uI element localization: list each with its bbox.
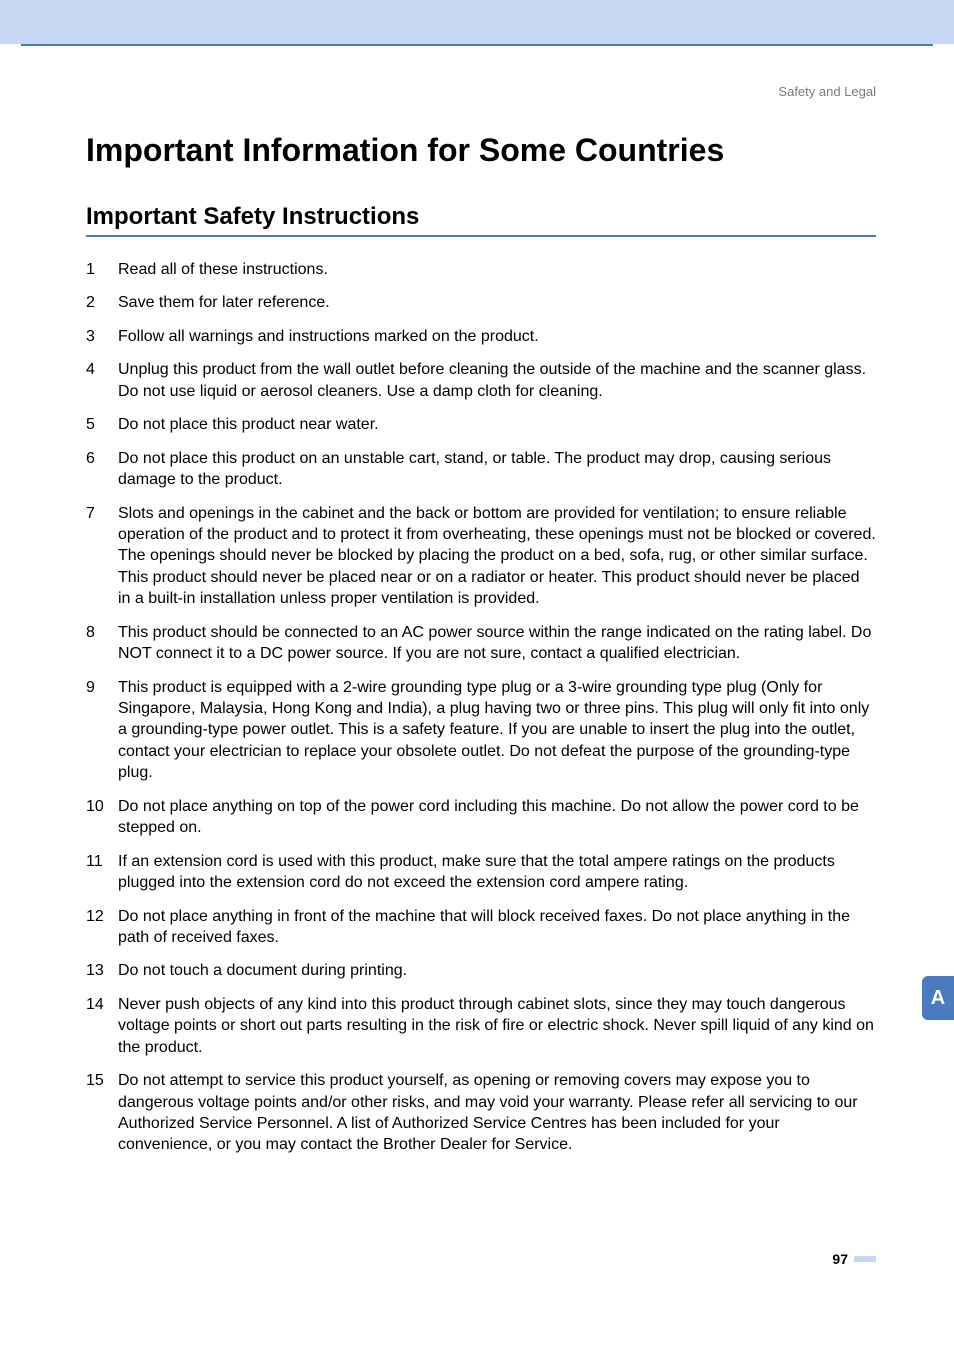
list-item: 9This product is equipped with a 2-wire …: [86, 677, 876, 784]
list-item: 11If an extension cord is used with this…: [86, 851, 876, 894]
list-item-number: 4: [86, 359, 118, 402]
list-item-text: This product should be connected to an A…: [118, 622, 876, 665]
list-item-number: 7: [86, 503, 118, 610]
list-item-text: Do not place this product near water.: [118, 414, 876, 435]
list-item: 1Read all of these instructions.: [86, 259, 876, 280]
page-number: 97: [832, 1251, 876, 1267]
list-item-text: Do not place anything on top of the powe…: [118, 796, 876, 839]
list-item-number: 1: [86, 259, 118, 280]
list-item-text: If an extension cord is used with this p…: [118, 851, 876, 894]
list-item-text: Do not place anything in front of the ma…: [118, 906, 876, 949]
list-item-number: 12: [86, 906, 118, 949]
header-rule: [21, 44, 933, 46]
list-item-text: Do not place this product on an unstable…: [118, 448, 876, 491]
list-item-number: 2: [86, 292, 118, 313]
list-item-text: Slots and openings in the cabinet and th…: [118, 503, 876, 610]
list-item-text: Follow all warnings and instructions mar…: [118, 326, 876, 347]
list-item-number: 13: [86, 960, 118, 981]
list-item-text: Unplug this product from the wall outlet…: [118, 359, 876, 402]
content-area: Important Information for Some Countries…: [86, 132, 876, 1168]
list-item: 15Do not attempt to service this product…: [86, 1070, 876, 1156]
list-item-text: Never push objects of any kind into this…: [118, 994, 876, 1058]
list-item-number: 6: [86, 448, 118, 491]
list-item: 7Slots and openings in the cabinet and t…: [86, 503, 876, 610]
breadcrumb: Safety and Legal: [778, 84, 876, 99]
list-item: 14Never push objects of any kind into th…: [86, 994, 876, 1058]
section-tab: A: [922, 976, 954, 1020]
list-item-number: 10: [86, 796, 118, 839]
header-band: [0, 0, 954, 44]
list-item: 6Do not place this product on an unstabl…: [86, 448, 876, 491]
list-item-number: 11: [86, 851, 118, 894]
instruction-list: 1Read all of these instructions.2Save th…: [86, 259, 876, 1156]
list-item: 2Save them for later reference.: [86, 292, 876, 313]
section-heading-wrap: Important Safety Instructions: [86, 203, 876, 237]
section-heading: Important Safety Instructions: [86, 203, 876, 235]
list-item: 13Do not touch a document during printin…: [86, 960, 876, 981]
page-number-text: 97: [832, 1251, 848, 1267]
page-title: Important Information for Some Countries: [86, 132, 876, 169]
list-item-number: 8: [86, 622, 118, 665]
list-item: 8This product should be connected to an …: [86, 622, 876, 665]
list-item-number: 5: [86, 414, 118, 435]
list-item: 12Do not place anything in front of the …: [86, 906, 876, 949]
list-item-number: 15: [86, 1070, 118, 1156]
list-item-number: 9: [86, 677, 118, 784]
list-item: 4Unplug this product from the wall outle…: [86, 359, 876, 402]
page-number-bar-icon: [854, 1256, 876, 1262]
list-item: 5Do not place this product near water.: [86, 414, 876, 435]
list-item: 3Follow all warnings and instructions ma…: [86, 326, 876, 347]
section-rule: [86, 235, 876, 237]
list-item-text: Do not attempt to service this product y…: [118, 1070, 876, 1156]
list-item-text: This product is equipped with a 2-wire g…: [118, 677, 876, 784]
list-item-number: 14: [86, 994, 118, 1058]
list-item-text: Do not touch a document during printing.: [118, 960, 876, 981]
list-item-number: 3: [86, 326, 118, 347]
list-item-text: Save them for later reference.: [118, 292, 876, 313]
list-item: 10Do not place anything on top of the po…: [86, 796, 876, 839]
list-item-text: Read all of these instructions.: [118, 259, 876, 280]
